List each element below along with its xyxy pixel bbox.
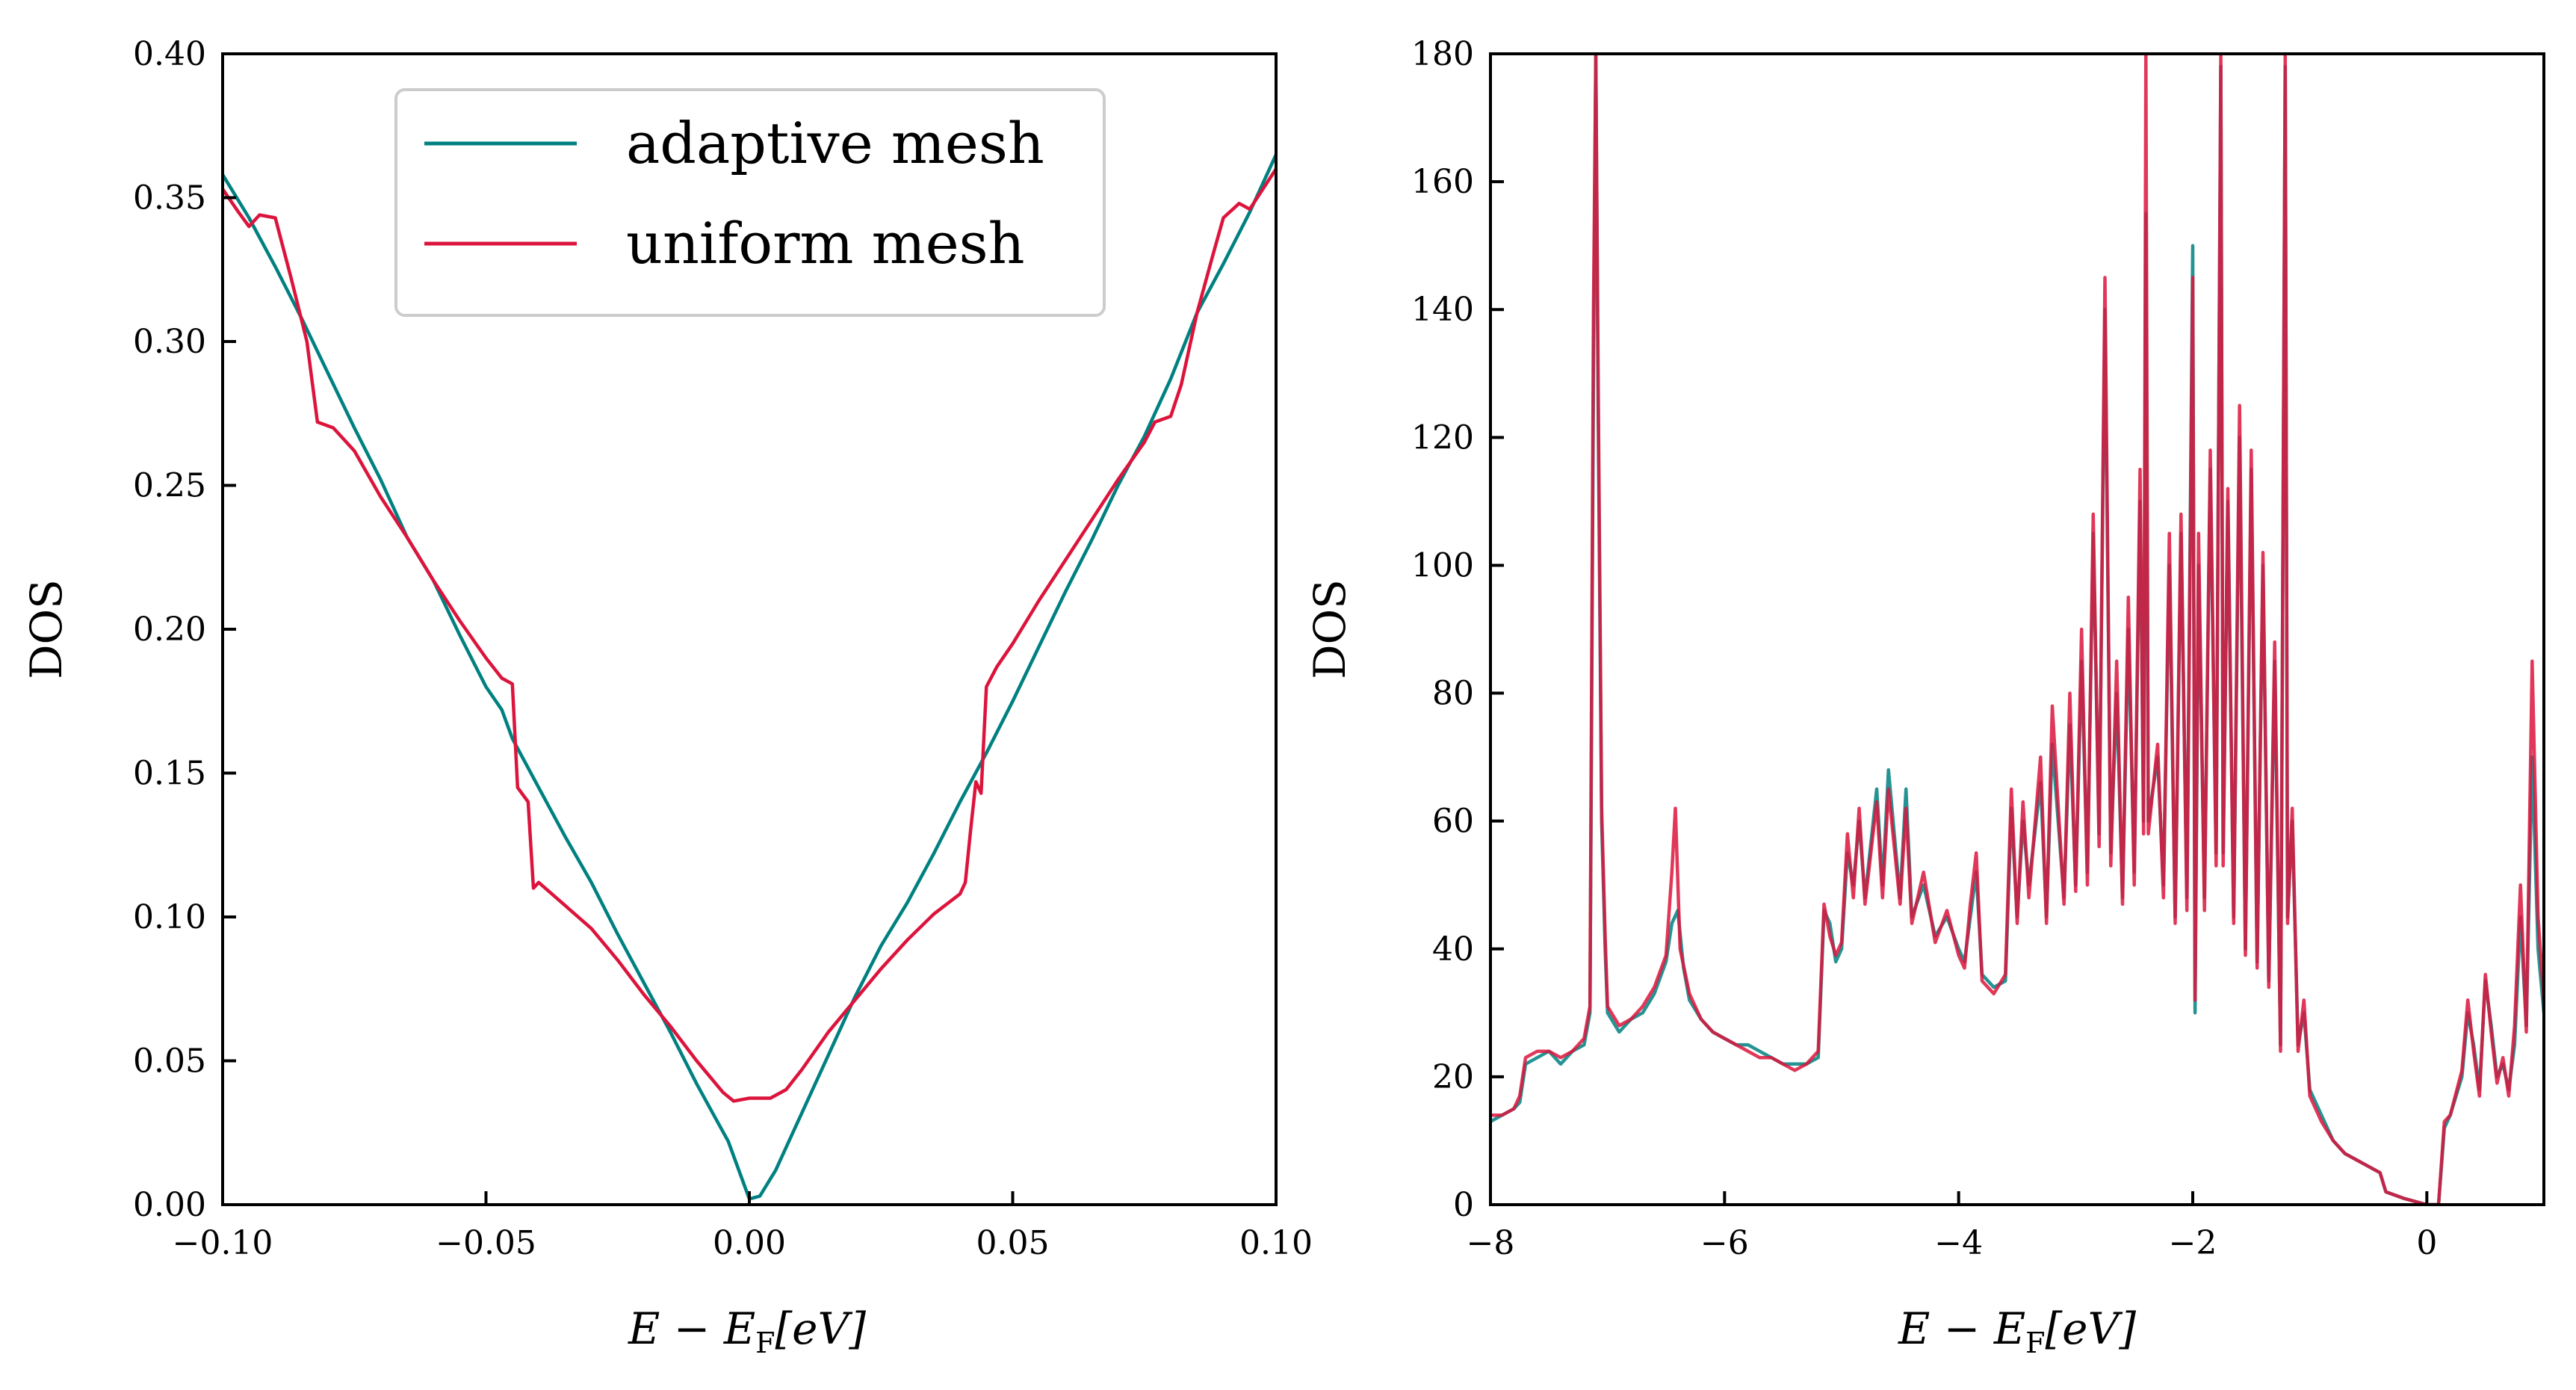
left-x-tick-label: −0.05	[436, 1224, 536, 1262]
left-y-tick-label: 0.40	[133, 35, 206, 73]
right-y-tick-label: 100	[1411, 546, 1474, 584]
right-series-adaptive-mesh	[1490, 54, 2544, 1205]
left-y-tick-label: 0.35	[133, 179, 206, 217]
left-x-axis-label: E − EF[eV]	[628, 1303, 866, 1359]
left-y-axis-label: DOS	[21, 579, 72, 679]
left-plot-area	[223, 153, 1276, 1201]
right-x-tick-label: 0	[2416, 1224, 2437, 1262]
left-y-tick-label: 0.30	[133, 323, 206, 361]
legend-box	[394, 88, 1106, 317]
right-axes-frame	[1489, 52, 2545, 1206]
left-chart-panel: −0.10 −0.05 0.00 0.05 0.10 0.00 0.05 0.10 0.15 0.…	[21, 35, 1313, 1359]
left-x-tick-label: 0.00	[713, 1224, 786, 1262]
left-x-tick-label: 0.05	[976, 1224, 1050, 1262]
right-x-tick-label: −8	[1467, 1224, 1515, 1262]
right-plot-area	[1490, 54, 2544, 1205]
right-y-tick-label: 60	[1432, 803, 1474, 841]
right-y-tick-label: 0	[1453, 1186, 1474, 1224]
right-ticks: −8 −6 −4 −2 0 0 20 40 60 80 100 120 140 160 180	[1411, 35, 2437, 1262]
left-x-tick-label: −0.10	[173, 1224, 273, 1262]
left-y-tick-label: 0.05	[133, 1042, 206, 1081]
right-x-tick-label: −4	[1934, 1224, 1983, 1262]
right-y-tick-label: 80	[1432, 675, 1474, 713]
left-y-tick-label: 0.25	[133, 467, 206, 505]
left-y-tick-label: 0.15	[133, 755, 206, 793]
legend-label-adaptive: adaptive mesh	[626, 110, 1044, 176]
left-y-tick-label: 0.00	[133, 1186, 206, 1224]
right-chart-panel: −8 −6 −4 −2 0 0 20 40 60 80 100 120 140 160 180 DOS E …	[1304, 35, 2545, 1359]
right-y-tick-label: 120	[1411, 418, 1474, 457]
right-y-tick-label: 160	[1411, 163, 1474, 201]
left-y-tick-label: 0.10	[133, 898, 206, 936]
left-x-tick-label: 0.10	[1239, 1224, 1313, 1262]
left-ticks: −0.10 −0.05 0.00 0.05 0.10 0.00 0.05 0.10 0.15 0.…	[133, 35, 1313, 1262]
right-x-tick-label: −2	[2169, 1224, 2217, 1262]
right-y-tick-label: 20	[1432, 1058, 1474, 1096]
right-x-tick-label: −6	[1700, 1224, 1749, 1262]
right-y-tick-label: 40	[1432, 930, 1474, 969]
right-y-tick-label: 140	[1411, 291, 1474, 329]
right-y-tick-label: 180	[1411, 35, 1474, 73]
left-y-tick-label: 0.20	[133, 611, 206, 649]
right-x-axis-label: E − EF[eV]	[1898, 1303, 2136, 1359]
left-series-uniform-mesh	[223, 167, 1276, 1103]
legend-label-uniform: uniform mesh	[626, 210, 1025, 277]
legend: adaptive mesh uniform mesh	[394, 88, 1106, 317]
right-series-uniform-mesh	[1490, 54, 2544, 1205]
right-y-axis-label: DOS	[1304, 579, 1355, 679]
